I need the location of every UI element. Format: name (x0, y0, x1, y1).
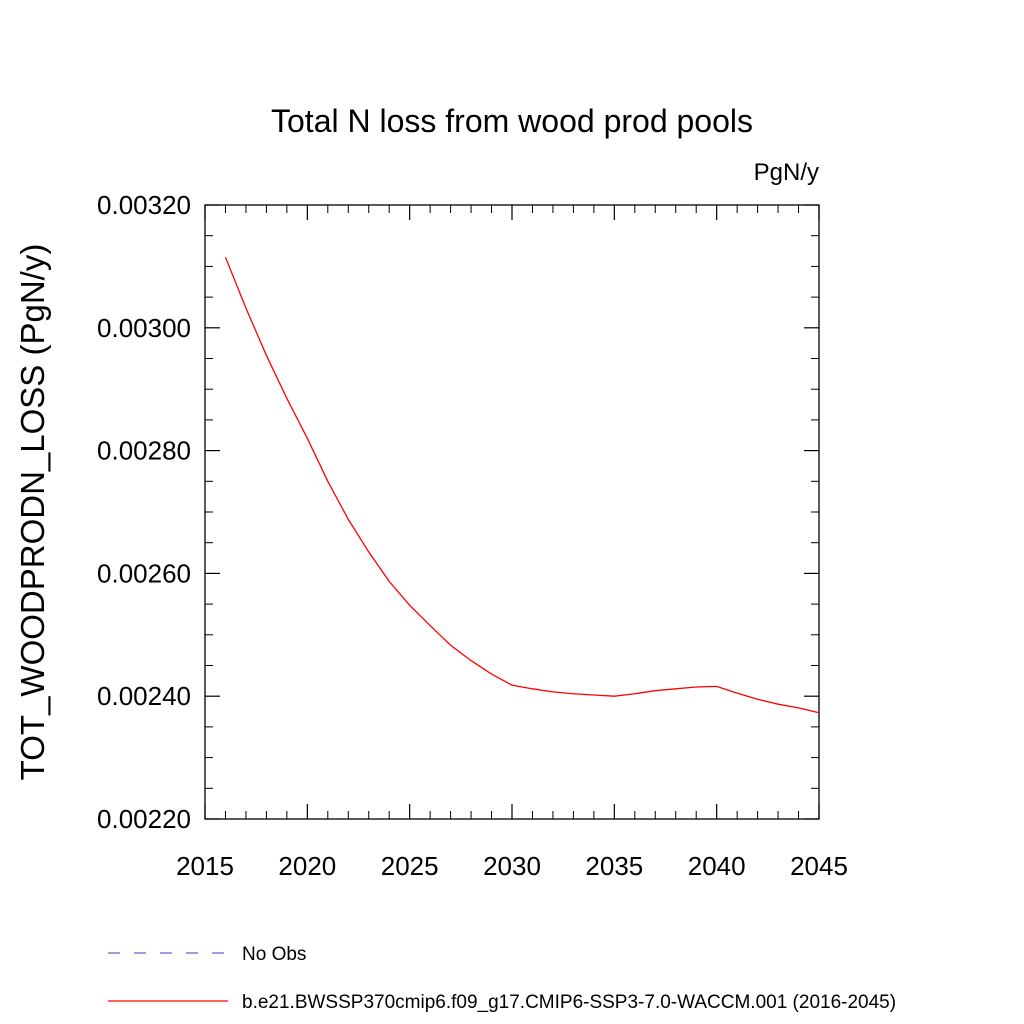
x-tick-label: 2015 (176, 851, 234, 881)
y-tick-label: 0.00300 (97, 313, 191, 343)
units-label: PgN/y (754, 159, 819, 186)
x-tick-label: 2025 (381, 851, 439, 881)
y-axis-label: TOT_WOODPRODN_LOSS (PgN/y) (14, 244, 51, 781)
y-tick-label: 0.00280 (97, 436, 191, 466)
plot-frame (204, 204, 820, 820)
legend-label-model-run: b.e21.BWSSP370cmip6.f09_g17.CMIP6-SSP3-7… (242, 992, 896, 1013)
x-tick-label: 2030 (483, 851, 541, 881)
x-tick-label: 2035 (585, 851, 643, 881)
x-tick-label: 2040 (688, 851, 746, 881)
legend: No Obs b.e21.BWSSP370cmip6.f09_g17.CMIP6… (108, 944, 896, 1013)
series-layer (224, 256, 820, 714)
y-tick-label: 0.00220 (97, 804, 191, 834)
x-tick-label: 2020 (278, 851, 336, 881)
legend-label-no-obs: No Obs (242, 944, 306, 965)
series-line-1 (224, 256, 820, 714)
y-tick-label: 0.00240 (97, 681, 191, 711)
axis-ticks: 2015 2020 2025 2030 2035 2040 2045 0.00220 0.002… (97, 190, 848, 881)
x-tick-label: 2045 (790, 851, 848, 881)
chart-title: Total N loss from wood prod pools (271, 103, 753, 139)
y-tick-label: 0.00260 (97, 558, 191, 588)
y-tick-label: 0.00320 (97, 190, 191, 220)
